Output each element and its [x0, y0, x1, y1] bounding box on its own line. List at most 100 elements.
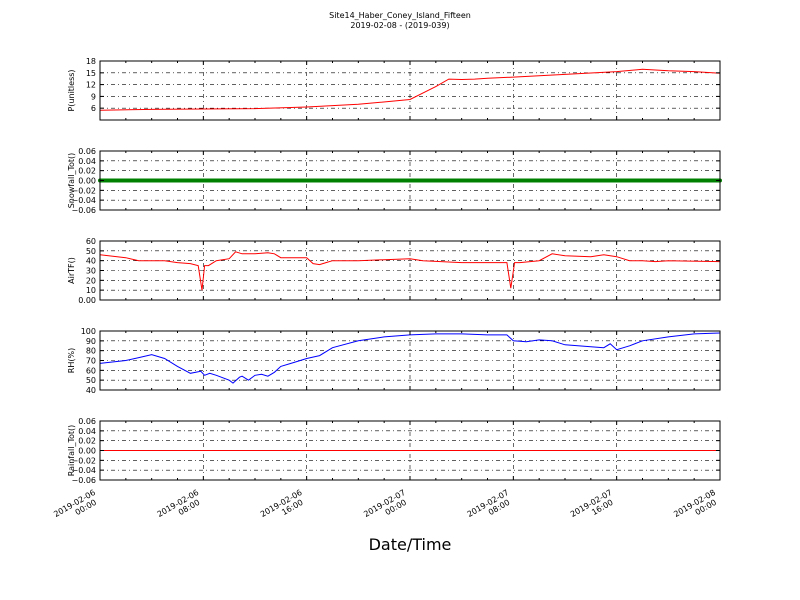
series-point	[110, 178, 115, 183]
series-point	[685, 178, 690, 183]
series-point	[533, 178, 538, 183]
series-point	[462, 178, 467, 183]
series-point	[485, 178, 490, 183]
series-point	[698, 178, 703, 183]
series-point	[375, 178, 380, 183]
y-tick-label: 50	[86, 376, 96, 385]
series-point	[269, 178, 274, 183]
series-point	[230, 178, 235, 183]
series-point	[579, 178, 584, 183]
y-tick-label: −0.06	[71, 476, 96, 485]
series-point	[353, 178, 358, 183]
series-point	[243, 178, 248, 183]
series-point	[524, 178, 529, 183]
series-point	[359, 178, 364, 183]
series-point	[127, 178, 132, 183]
y-tick-label: 0.02	[78, 437, 96, 446]
series-point	[117, 178, 122, 183]
series-point	[133, 178, 138, 183]
series-point	[395, 178, 400, 183]
series-point	[149, 178, 154, 183]
series-point	[324, 178, 329, 183]
series-point	[194, 178, 199, 183]
y-tick-label: −0.04	[71, 196, 96, 205]
series-point	[540, 178, 545, 183]
series-point	[304, 178, 309, 183]
series-point	[388, 178, 393, 183]
x-tick-label: 2019-02-0708:00	[466, 488, 515, 527]
series-point	[459, 178, 464, 183]
series-point	[246, 178, 251, 183]
series-point	[598, 178, 603, 183]
series-point	[188, 178, 193, 183]
series-point	[456, 178, 461, 183]
series-point	[165, 178, 170, 183]
series-point	[346, 178, 351, 183]
series-point	[430, 178, 435, 183]
series-point	[682, 178, 687, 183]
panel-1: 6 9 12 15 18 P(unitless)	[67, 57, 721, 121]
series-point	[320, 178, 325, 183]
series-point	[336, 178, 341, 183]
y-tick-label: −0.04	[71, 466, 96, 475]
series-point	[233, 178, 238, 183]
series-point	[120, 178, 125, 183]
series-point	[637, 178, 642, 183]
y-axis-label: AirTF()	[67, 257, 76, 284]
x-tick-label: 2019-02-0608:00	[156, 488, 205, 527]
series-point	[294, 178, 299, 183]
series-point	[282, 178, 287, 183]
series-point	[433, 178, 438, 183]
series-point	[585, 178, 590, 183]
y-tick-label: 20	[86, 276, 96, 285]
series-point	[136, 178, 141, 183]
series-point	[501, 178, 506, 183]
series-point	[475, 178, 480, 183]
series-point	[139, 178, 144, 183]
series-point	[701, 178, 706, 183]
series-point	[420, 178, 425, 183]
series-point	[362, 178, 367, 183]
series-point	[391, 178, 396, 183]
y-tick-label: −0.02	[71, 186, 96, 195]
series-point	[566, 178, 571, 183]
series-point	[169, 178, 174, 183]
series-point	[378, 178, 383, 183]
series-point	[688, 178, 693, 183]
series-point	[643, 178, 648, 183]
series-point	[634, 178, 639, 183]
series-point	[162, 178, 167, 183]
series-point	[498, 178, 503, 183]
series-point	[604, 178, 609, 183]
series-point	[123, 178, 128, 183]
series-point	[453, 178, 458, 183]
series-point	[517, 178, 522, 183]
series-point	[382, 178, 387, 183]
series-point	[472, 178, 477, 183]
series-point	[152, 178, 157, 183]
y-tick-label: 0.04	[78, 427, 96, 436]
series-point	[466, 178, 471, 183]
series-point	[404, 178, 409, 183]
y-tick-label: −0.06	[71, 206, 96, 215]
series-point	[130, 178, 135, 183]
series-point	[291, 178, 296, 183]
series-point	[204, 178, 209, 183]
y-axis-label: P(unitless)	[67, 69, 76, 111]
x-tick-label: 2019-02-0600:00	[52, 488, 101, 527]
series-point	[611, 178, 616, 183]
series-point	[550, 178, 555, 183]
y-tick-label: 90	[86, 337, 96, 346]
series-point	[666, 178, 671, 183]
y-axis-label: Rainfall_Tot()	[67, 425, 76, 477]
series-point	[369, 178, 374, 183]
series-point	[107, 178, 112, 183]
y-tick-label: 0.00	[78, 296, 96, 305]
y-tick-label: 80	[86, 347, 96, 356]
series-point	[469, 178, 474, 183]
series-point	[588, 178, 593, 183]
series-point	[262, 178, 267, 183]
series-point	[563, 178, 567, 183]
